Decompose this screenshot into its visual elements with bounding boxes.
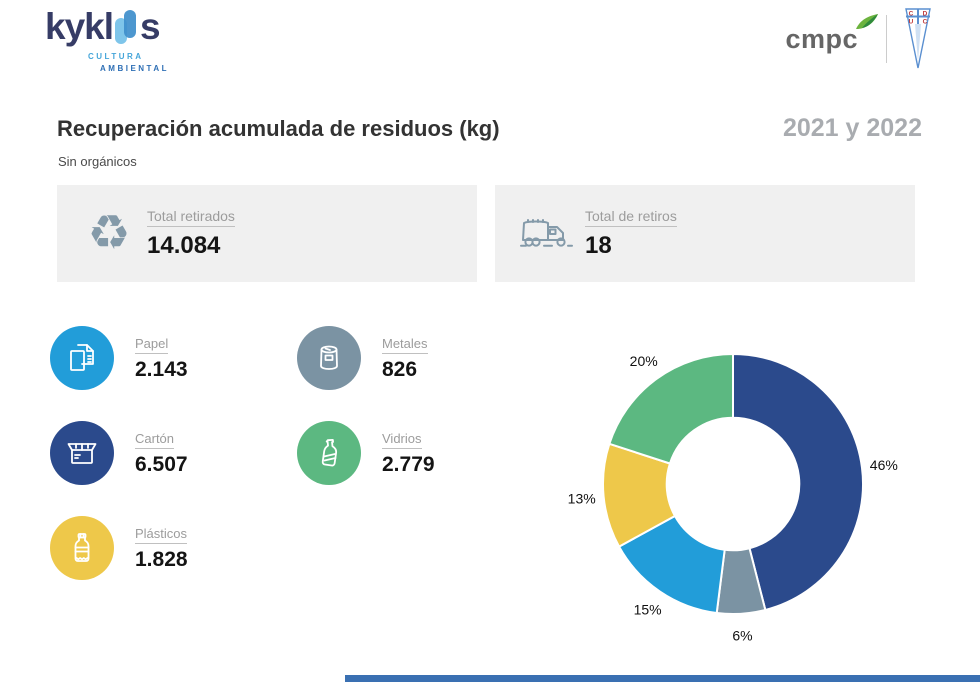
- category-value: 1.828: [135, 547, 188, 571]
- category-value: 826: [382, 357, 418, 381]
- category-value: 2.779: [382, 452, 435, 476]
- garbage-truck-icon: [509, 214, 585, 254]
- category-label[interactable]: Papel: [135, 336, 169, 354]
- category-label[interactable]: Cartón: [135, 431, 175, 449]
- category-text: Cartón 6.507: [135, 430, 188, 477]
- kpi-label[interactable]: Total de retiros: [585, 208, 677, 227]
- category-value: 6.507: [135, 452, 188, 476]
- can-icon: [297, 326, 361, 390]
- period-label: 2021 y 2022: [782, 114, 922, 142]
- category-card-plasticos: Plásticos 1.828: [50, 516, 188, 580]
- kpi-value: 14.084: [147, 231, 221, 259]
- uc-pennant-icon: C D U C: [905, 8, 931, 69]
- kpi-text: Total retirados 14.084: [147, 208, 235, 260]
- kyklos-wordmark: kykl s: [45, 6, 161, 47]
- paper-icon: [50, 326, 114, 390]
- svg-text:D: D: [923, 11, 928, 18]
- donut-chart-container: 46% 6% 15% 13% 20%: [552, 328, 977, 673]
- footer-bar: [345, 675, 980, 682]
- donut-label-papel: 15%: [634, 602, 662, 618]
- category-text: Plásticos 1.828: [135, 525, 188, 572]
- kyklos-logo: kykl s CULTURA AMBIENTAL: [45, 6, 167, 73]
- donut-chart: 46% 6% 15% 13% 20%: [568, 353, 898, 644]
- category-text: Vidrios 2.779: [382, 430, 435, 477]
- donut-label-metales: 6%: [732, 628, 752, 644]
- donut-slice-cartón[interactable]: [732, 353, 864, 611]
- summary-row: ♻ Total retirados 14.084: [57, 185, 915, 282]
- category-label[interactable]: Vidrios: [382, 431, 422, 449]
- svg-text:U: U: [909, 19, 914, 26]
- page-subtitle: Sin orgánicos: [58, 154, 137, 169]
- glass-bottle-icon: [297, 421, 361, 485]
- kyklos-word-start: kykl: [45, 6, 114, 47]
- kyklos-tagline-1: CULTURA: [88, 52, 144, 61]
- page-title: Recuperación acumulada de residuos (kg): [57, 116, 500, 141]
- svg-text:C: C: [909, 11, 914, 18]
- cmpc-logo: cmpc: [785, 13, 878, 55]
- donut-slice-vidrios[interactable]: [608, 353, 734, 465]
- brand-block: cmpc C D U C: [785, 6, 935, 72]
- kpi-card-total-retirados: ♻ Total retirados 14.084: [57, 185, 477, 282]
- svg-text:C: C: [923, 19, 928, 26]
- box-icon: [50, 421, 114, 485]
- cmpc-wordmark: cmpc: [785, 23, 858, 54]
- kpi-text: Total de retiros 18: [585, 208, 677, 260]
- category-text: Metales 826: [382, 335, 428, 382]
- donut-label-plásticos: 13%: [568, 490, 596, 506]
- category-card-metales: Metales 826: [297, 326, 428, 390]
- kyklos-word-end: s: [140, 6, 161, 47]
- category-label[interactable]: Plásticos: [135, 526, 188, 544]
- kyklos-o-icon: [114, 8, 139, 45]
- kyklos-tagline-2: AMBIENTAL: [100, 64, 170, 73]
- kpi-label[interactable]: Total retirados: [147, 208, 235, 227]
- donut-label-cartón: 46%: [870, 457, 898, 473]
- leaf-icon: [854, 12, 880, 39]
- category-card-vidrios: Vidrios 2.779: [297, 421, 435, 485]
- kpi-card-total-retiros: Total de retiros 18: [495, 185, 915, 282]
- category-label[interactable]: Metales: [382, 336, 428, 354]
- category-card-carton: Cartón 6.507: [50, 421, 188, 485]
- recycle-icon: ♻: [87, 206, 131, 260]
- kpi-value: 18: [585, 231, 612, 259]
- brand-divider: [886, 15, 887, 63]
- kyklos-o-pill-dark: [124, 10, 137, 38]
- category-text: Papel 2.143: [135, 335, 188, 382]
- category-value: 2.143: [135, 357, 188, 381]
- category-card-papel: Papel 2.143: [50, 326, 188, 390]
- donut-label-vidrios: 20%: [630, 353, 658, 369]
- plastic-bottle-icon: [50, 516, 114, 580]
